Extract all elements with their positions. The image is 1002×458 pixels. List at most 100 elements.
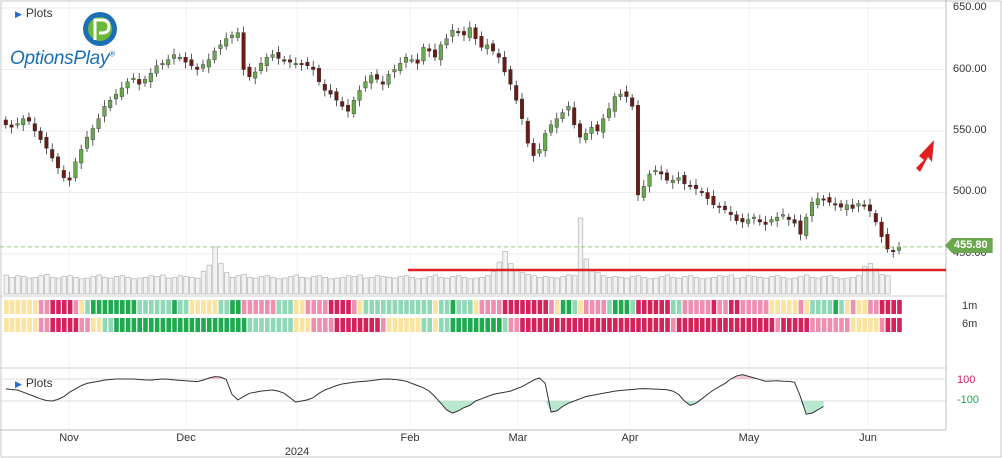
- heatmap-cell-1m: [50, 300, 55, 314]
- volume-bar: [316, 275, 323, 295]
- volume-bar: [322, 276, 328, 295]
- heatmap-cell-6m: [734, 318, 740, 332]
- heatmap-cell-6m: [265, 318, 270, 332]
- heatmap-cell-6m: [317, 318, 322, 332]
- heatmap-cell-6m: [752, 318, 757, 332]
- oscillator-panel: [0, 374, 946, 415]
- heatmap-cell-1m: [885, 300, 891, 314]
- heatmap-cell-1m: [404, 300, 409, 314]
- volume-bar: [850, 276, 856, 295]
- candle-body: [398, 63, 403, 71]
- volume-bar: [885, 275, 891, 295]
- candle-body: [380, 81, 385, 85]
- heatmap-cell-6m: [746, 318, 751, 332]
- plots-toggle-top[interactable]: ▶ Plots: [15, 6, 53, 20]
- volume-bar: [804, 274, 810, 295]
- volume-bar: [560, 276, 566, 295]
- heatmap-cell-1m: [195, 300, 200, 314]
- heatmap-cell-1m: [166, 300, 171, 314]
- heatmap-cell-1m: [676, 300, 682, 314]
- candle-body: [740, 218, 745, 223]
- heatmap-cell-6m: [137, 318, 142, 332]
- heatmap-cell-6m: [178, 318, 183, 332]
- volume-bar: [572, 275, 578, 295]
- volume-bar: [108, 277, 114, 295]
- heatmap-cell-1m: [15, 300, 21, 314]
- heatmap-cell-1m: [589, 300, 595, 314]
- heatmap-cell-1m: [740, 300, 746, 314]
- volume-bar: [282, 277, 288, 295]
- heatmap-cell-6m: [839, 318, 844, 332]
- volume-bar: [717, 275, 723, 295]
- heatmap-cell-1m: [560, 300, 566, 314]
- candle-body: [438, 44, 443, 60]
- logo-trademark: ®: [109, 49, 115, 59]
- x-tick-label: Nov: [59, 432, 79, 444]
- x-tick-label: May: [738, 432, 760, 444]
- heatmap-cell-1m: [705, 300, 711, 314]
- heatmap-cell-6m: [636, 318, 641, 332]
- candle-body: [473, 27, 478, 39]
- heatmap-cell-6m: [62, 318, 67, 332]
- volume-bar: [9, 276, 15, 295]
- volume-bar: [287, 276, 294, 295]
- candle-body: [462, 31, 467, 36]
- candle-body: [84, 136, 89, 149]
- candle-body: [142, 79, 147, 84]
- heatmap-cell-6m: [717, 318, 722, 332]
- heatmap-cell-1m: [270, 300, 276, 314]
- oscillator-lower-label: -100: [957, 394, 980, 406]
- candle-body: [554, 118, 559, 128]
- volume-bar: [508, 263, 514, 295]
- volume-bar: [502, 251, 508, 295]
- volume-bar: [537, 276, 543, 295]
- heatmap-cell-6m: [288, 318, 293, 332]
- candle-body: [328, 90, 333, 95]
- heatmap-cell-1m: [729, 300, 734, 314]
- x-tick-year-label: 2024: [284, 446, 310, 458]
- volume-bar: [856, 275, 862, 295]
- volume-bar: [838, 278, 845, 295]
- volume-bar: [166, 277, 172, 295]
- volume-bar: [369, 276, 375, 295]
- candle-body: [879, 221, 884, 237]
- heatmap-cell-1m: [700, 300, 705, 314]
- heatmap-cell-1m: [386, 300, 392, 314]
- candle-body: [821, 198, 826, 201]
- volume-bar: [798, 276, 804, 295]
- candle-body: [670, 179, 675, 183]
- plots-label: Plots: [25, 6, 53, 20]
- heatmap-cell-6m: [276, 318, 282, 332]
- volume-bar: [844, 277, 850, 295]
- heatmap-cell-6m: [415, 318, 421, 332]
- heatmap-cell-1m: [375, 300, 380, 314]
- heatmap-cell-1m: [27, 300, 32, 314]
- candle-body: [125, 81, 130, 89]
- candle-body: [44, 136, 49, 149]
- heatmap-cell-6m: [543, 318, 548, 332]
- volume-bar: [543, 276, 549, 295]
- heatmap-cell-1m: [224, 300, 229, 314]
- heatmap-cell-1m: [630, 300, 635, 314]
- heatmap-cell-1m: [67, 300, 73, 314]
- heatmap-cell-1m: [688, 300, 693, 314]
- candle-body: [282, 59, 287, 62]
- heatmap-cell-6m: [868, 318, 873, 332]
- candle-body: [177, 57, 182, 59]
- candle-body: [9, 124, 14, 128]
- plots-toggle-bottom[interactable]: ▶ Plots: [15, 376, 53, 390]
- candle-body: [166, 59, 171, 65]
- candle-body: [705, 192, 710, 199]
- volume-bar: [833, 276, 839, 295]
- candle-body: [653, 170, 658, 173]
- volume-bar: [131, 278, 137, 295]
- candle-body: [346, 104, 351, 112]
- heatmap-cell-1m: [665, 300, 670, 314]
- volume-bar: [363, 277, 369, 295]
- heatmap-cell-6m: [566, 318, 572, 332]
- heatmap-cell-6m: [485, 318, 490, 332]
- heatmap-cell-6m: [236, 318, 241, 332]
- candle-body: [288, 59, 293, 63]
- heatmap-cell-1m: [4, 300, 9, 314]
- heatmap-cell-6m: [259, 318, 264, 332]
